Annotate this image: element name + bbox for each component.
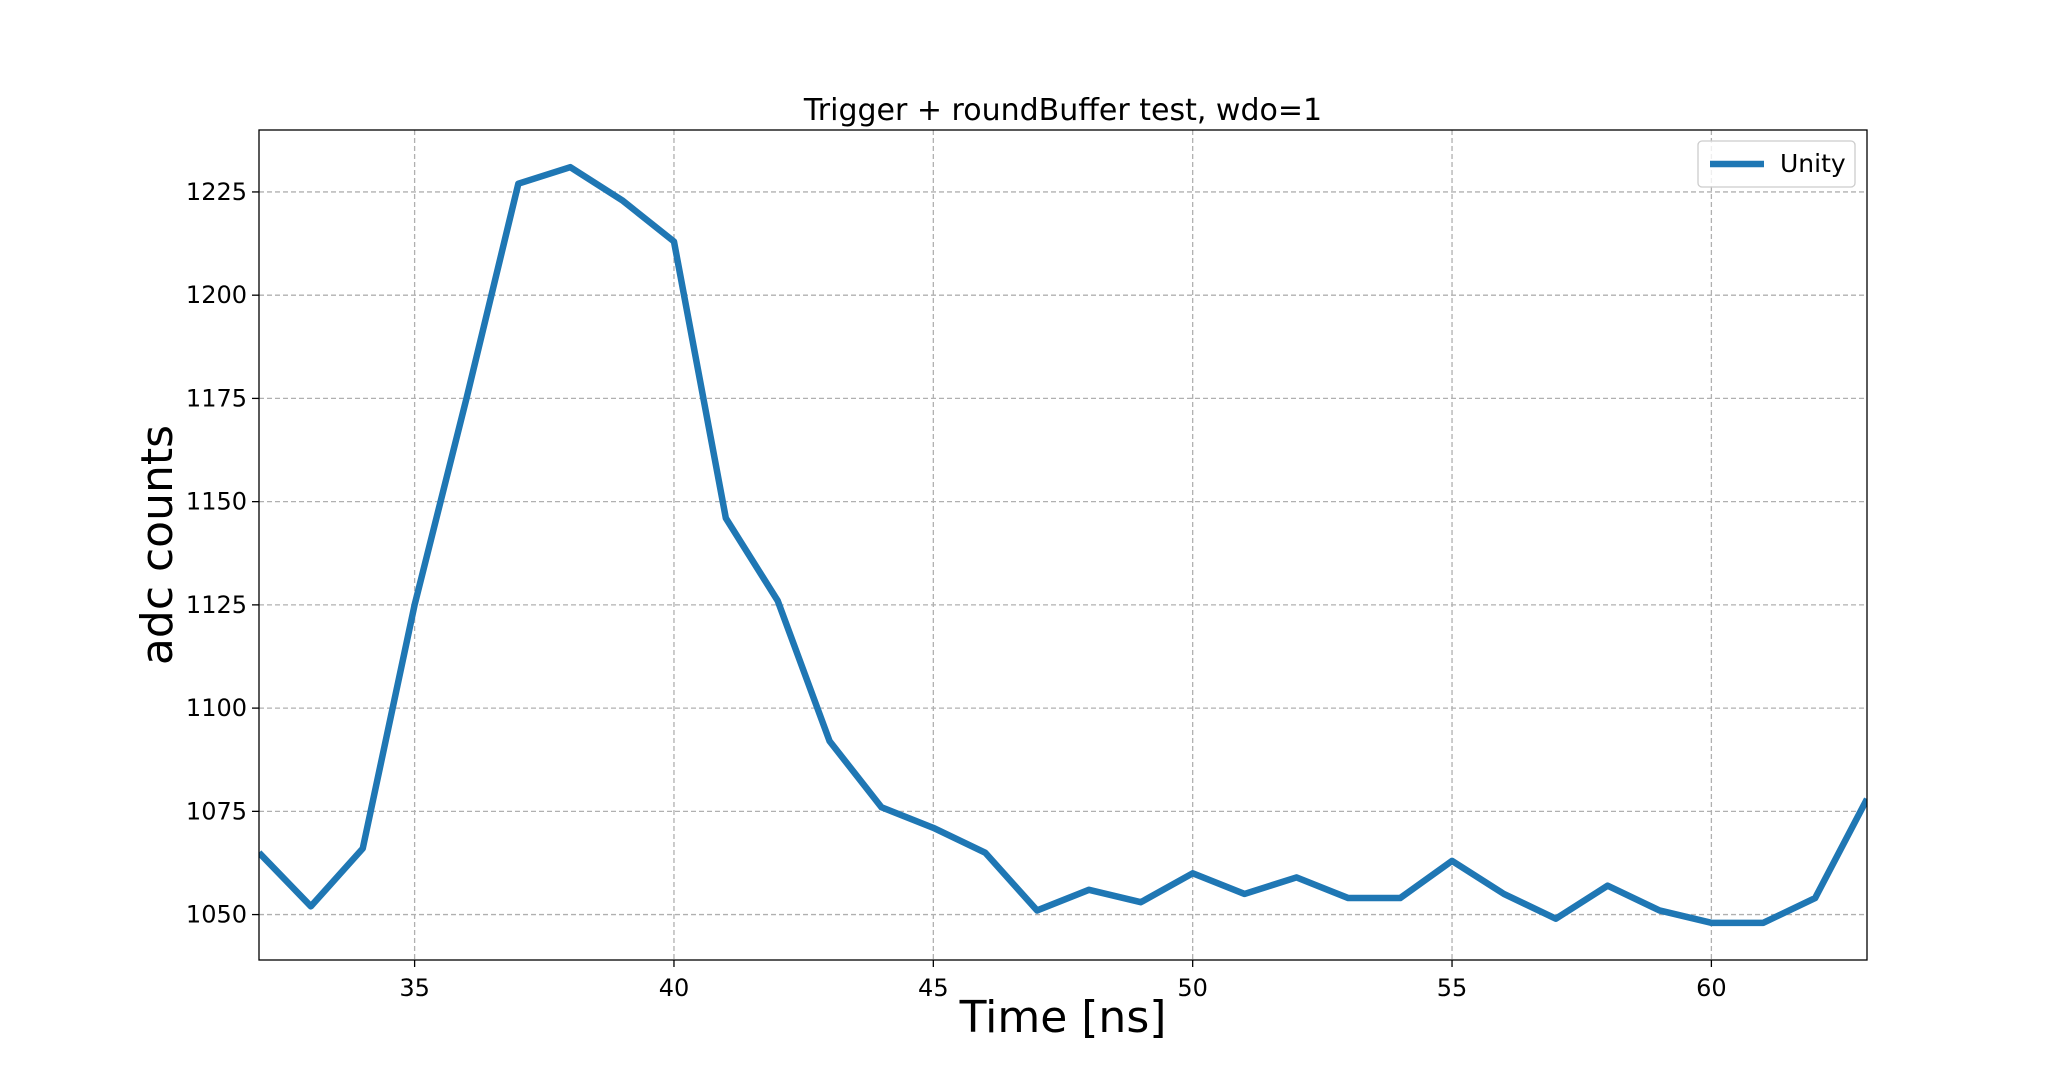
y-tick-label: 1100 <box>186 694 247 722</box>
y-tick-label: 1075 <box>186 797 247 825</box>
y-tick-label: 1200 <box>186 281 247 309</box>
y-tick-label: 1175 <box>186 384 247 412</box>
x-tick-label: 60 <box>1696 974 1727 1002</box>
x-tick-label: 40 <box>659 974 690 1002</box>
axis-ticks: 35 40 45 50 55 60 1050 1075 1100 1125 1150 1175 1200… <box>186 178 1727 1002</box>
y-tick-label: 1225 <box>186 178 247 206</box>
y-tick-label: 1150 <box>186 488 247 516</box>
x-tick-label: 50 <box>1177 974 1208 1002</box>
x-tick-label: 55 <box>1437 974 1468 1002</box>
x-tick-label: 35 <box>399 974 430 1002</box>
legend: Unity <box>1697 140 1856 188</box>
y-tick-label: 1050 <box>186 901 247 929</box>
y-axis-label: adc counts <box>132 425 183 665</box>
chart-title: Trigger + roundBuffer test, wdo=1 <box>803 93 1322 128</box>
x-axis-label: Time [ns] <box>959 992 1167 1043</box>
plot-frame <box>258 129 1868 961</box>
y-tick-label: 1125 <box>186 591 247 619</box>
grid <box>259 130 1867 960</box>
x-tick-label: 45 <box>918 974 949 1002</box>
legend-label: Unity <box>1780 149 1846 178</box>
legend-box <box>1697 140 1856 188</box>
series-line-unity <box>259 163 1867 927</box>
series-layer <box>259 163 1867 927</box>
